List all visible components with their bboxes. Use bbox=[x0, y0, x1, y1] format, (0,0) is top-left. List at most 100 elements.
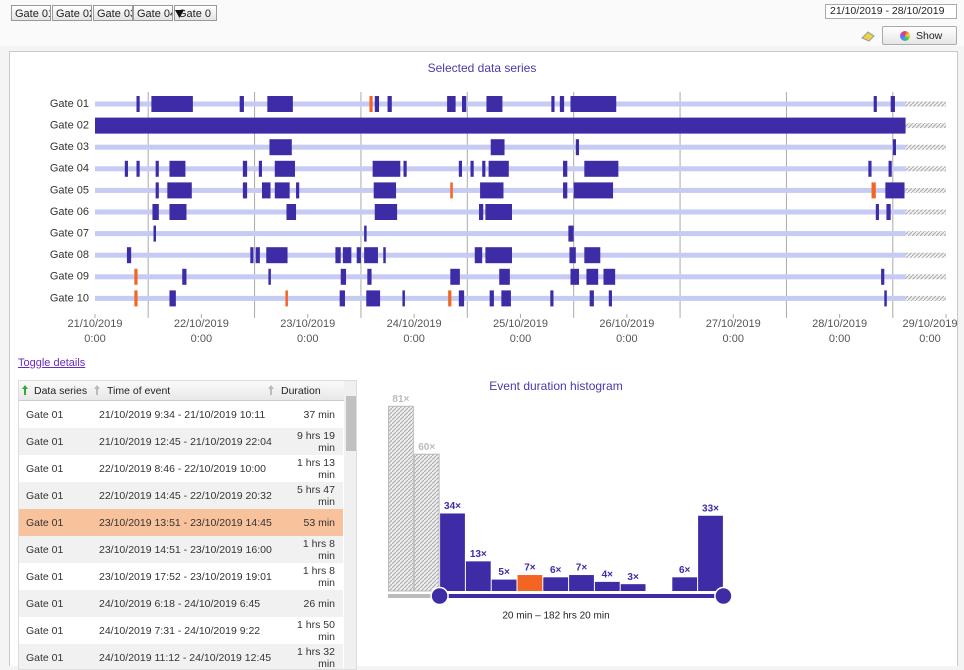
event[interactable] bbox=[364, 247, 378, 264]
scrollbar[interactable] bbox=[344, 381, 356, 669]
event[interactable] bbox=[461, 96, 467, 112]
show-button[interactable]: Show bbox=[882, 26, 957, 45]
slider-handle[interactable] bbox=[430, 586, 449, 606]
event[interactable] bbox=[134, 290, 138, 307]
event[interactable] bbox=[182, 268, 187, 285]
event[interactable] bbox=[458, 160, 462, 177]
event[interactable] bbox=[550, 290, 554, 307]
event[interactable] bbox=[573, 182, 614, 199]
sort-icon[interactable] bbox=[268, 385, 274, 395]
event[interactable] bbox=[274, 160, 295, 177]
event[interactable] bbox=[374, 204, 398, 220]
event[interactable] bbox=[155, 182, 159, 199]
event[interactable] bbox=[458, 290, 465, 307]
event[interactable] bbox=[266, 247, 288, 264]
event[interactable] bbox=[136, 160, 140, 177]
event[interactable] bbox=[886, 204, 891, 220]
event[interactable] bbox=[366, 290, 381, 307]
event[interactable] bbox=[885, 182, 905, 199]
event[interactable] bbox=[875, 204, 879, 220]
event[interactable] bbox=[448, 290, 452, 307]
event[interactable] bbox=[489, 290, 494, 307]
table-row[interactable]: Gate 01 21/10/2019 9:34 - 21/10/2019 10:1… bbox=[19, 401, 343, 428]
event[interactable] bbox=[268, 268, 271, 285]
gate-tab[interactable]: Gate 04 bbox=[133, 5, 173, 21]
event[interactable] bbox=[167, 182, 192, 199]
event[interactable] bbox=[124, 160, 128, 177]
table-row[interactable]: Gate 01 24/10/2019 6:18 - 24/10/2019 6:45… bbox=[19, 590, 343, 617]
column-header[interactable]: Duration bbox=[281, 385, 321, 397]
event[interactable] bbox=[890, 96, 895, 112]
histogram-bar[interactable] bbox=[620, 584, 646, 591]
event[interactable] bbox=[342, 247, 352, 264]
event[interactable] bbox=[474, 247, 483, 264]
histogram-bar[interactable] bbox=[698, 515, 723, 591]
table-row[interactable]: Gate 01 21/10/2019 12:45 - 21/10/2019 22:… bbox=[19, 428, 343, 455]
event[interactable] bbox=[267, 96, 293, 112]
event[interactable] bbox=[255, 247, 260, 264]
table-row[interactable]: Gate 01 24/10/2019 11:12 - 24/10/2019 12:… bbox=[19, 644, 343, 669]
event[interactable] bbox=[501, 290, 511, 307]
histogram-bar[interactable] bbox=[569, 575, 594, 591]
event[interactable] bbox=[486, 96, 503, 112]
dropdown-arrow[interactable] bbox=[175, 10, 184, 18]
event[interactable] bbox=[447, 96, 456, 112]
event[interactable] bbox=[242, 160, 248, 177]
event[interactable] bbox=[250, 247, 254, 264]
table-row[interactable]: Gate 01 22/10/2019 8:46 - 22/10/2019 10:0… bbox=[19, 455, 343, 482]
event[interactable] bbox=[356, 247, 361, 264]
event[interactable] bbox=[884, 290, 887, 307]
event[interactable] bbox=[258, 160, 263, 177]
event[interactable] bbox=[286, 204, 297, 220]
event[interactable] bbox=[126, 247, 132, 264]
event[interactable] bbox=[402, 290, 405, 307]
event[interactable] bbox=[374, 96, 380, 112]
event[interactable] bbox=[881, 268, 885, 285]
sort-icon[interactable] bbox=[22, 385, 28, 395]
event[interactable] bbox=[383, 247, 386, 264]
event[interactable] bbox=[169, 204, 187, 220]
sort-icon[interactable] bbox=[94, 385, 100, 395]
event[interactable] bbox=[450, 268, 460, 285]
event[interactable] bbox=[153, 225, 157, 242]
event[interactable] bbox=[470, 160, 474, 177]
event[interactable] bbox=[151, 96, 193, 112]
event[interactable] bbox=[262, 182, 271, 199]
eraser-icon[interactable] bbox=[861, 31, 875, 42]
event[interactable] bbox=[242, 182, 248, 199]
table-row[interactable]: Gate 01 22/10/2019 14:45 - 22/10/2019 20:… bbox=[19, 482, 343, 509]
table-row[interactable]: Gate 01 23/10/2019 13:51 - 23/10/2019 14:… bbox=[19, 509, 343, 536]
event[interactable] bbox=[373, 182, 397, 199]
event[interactable] bbox=[387, 96, 392, 112]
event[interactable] bbox=[873, 96, 877, 112]
table-row[interactable]: Gate 01 23/10/2019 17:52 - 23/10/2019 19:… bbox=[19, 563, 343, 590]
event[interactable] bbox=[570, 268, 580, 285]
event[interactable] bbox=[152, 204, 159, 220]
event[interactable] bbox=[490, 139, 505, 156]
histogram-bar[interactable] bbox=[594, 581, 620, 591]
event[interactable] bbox=[269, 139, 292, 156]
event[interactable] bbox=[285, 290, 288, 307]
table-row[interactable]: Gate 01 24/10/2019 7:31 - 24/10/2019 9:22… bbox=[19, 617, 343, 644]
event[interactable] bbox=[569, 247, 576, 264]
histogram-bar[interactable] bbox=[672, 577, 698, 591]
event[interactable] bbox=[499, 268, 510, 285]
event[interactable] bbox=[563, 182, 568, 199]
event[interactable] bbox=[95, 117, 906, 134]
event[interactable] bbox=[482, 160, 486, 177]
event[interactable] bbox=[603, 268, 616, 285]
column-header[interactable]: Data series bbox=[34, 385, 88, 397]
event[interactable] bbox=[868, 160, 872, 177]
table-row[interactable]: Gate 01 23/10/2019 14:51 - 23/10/2019 16:… bbox=[19, 536, 343, 563]
histogram-bar[interactable] bbox=[465, 561, 491, 591]
event[interactable] bbox=[335, 247, 341, 264]
event[interactable] bbox=[169, 290, 176, 307]
event[interactable] bbox=[274, 182, 290, 199]
event[interactable] bbox=[367, 268, 372, 285]
event[interactable] bbox=[134, 268, 138, 285]
event[interactable] bbox=[888, 160, 892, 177]
gate-tab[interactable]: Gate 03 bbox=[93, 5, 133, 21]
event[interactable] bbox=[372, 160, 401, 177]
event[interactable] bbox=[570, 96, 617, 112]
scroll-thumb[interactable] bbox=[346, 396, 356, 451]
